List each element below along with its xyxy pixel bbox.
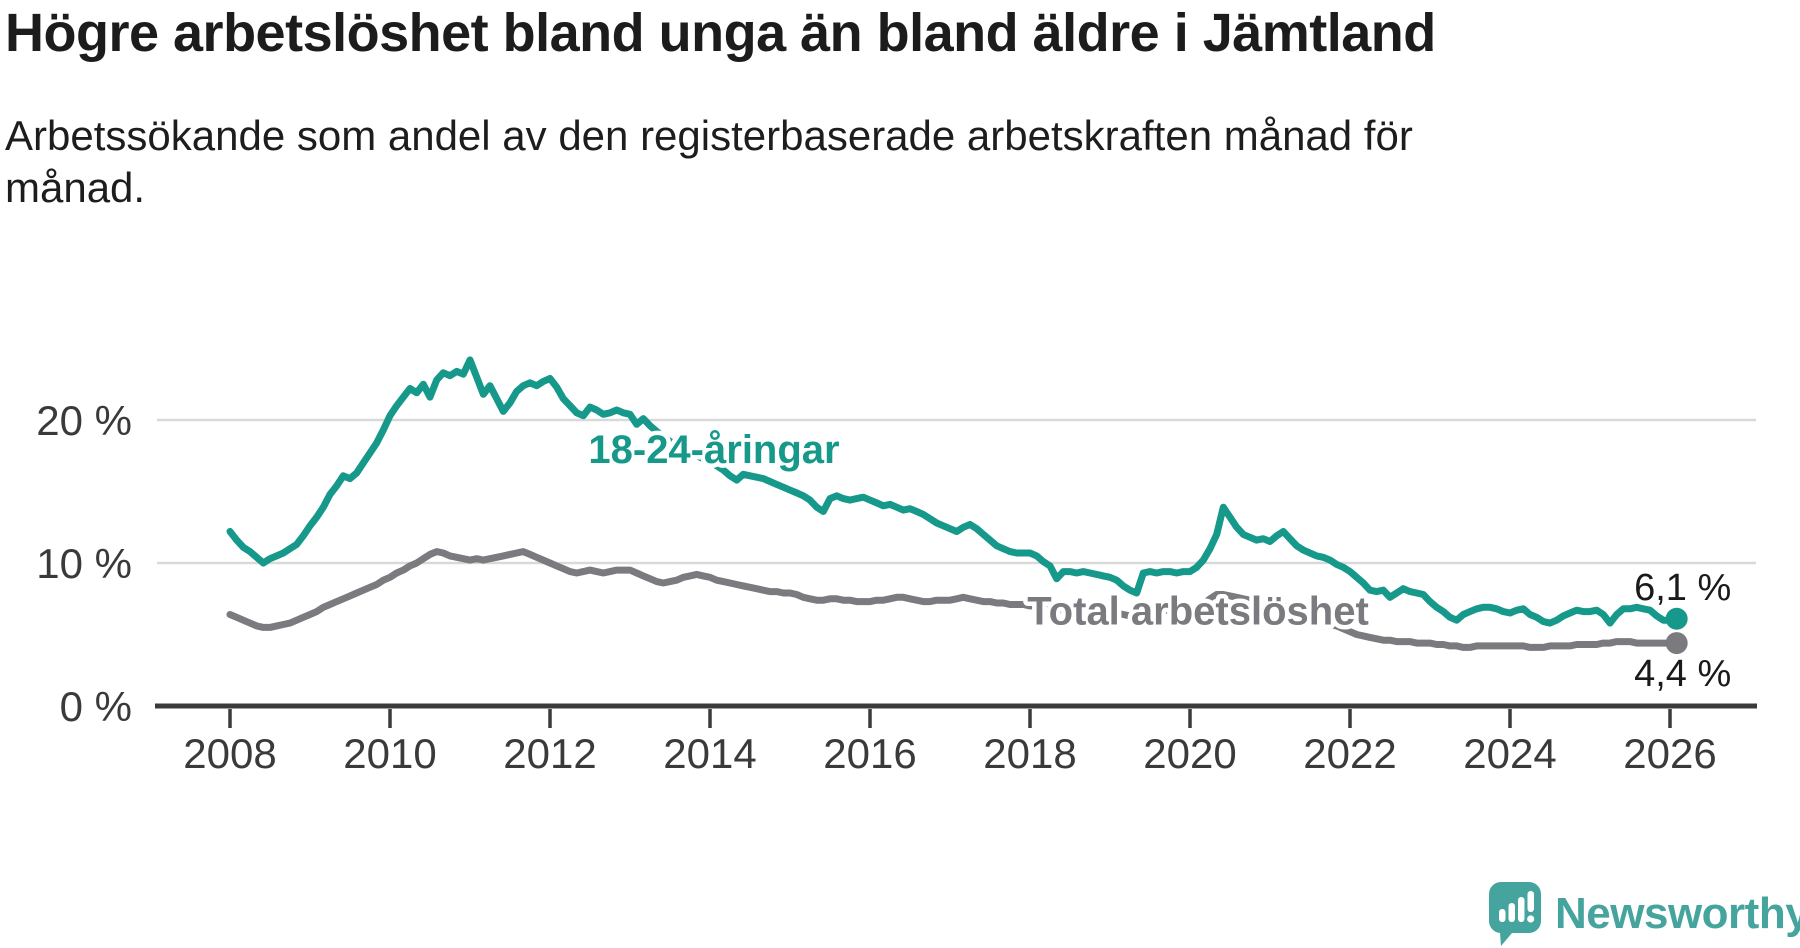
logo-exclamation-dot xyxy=(1527,915,1535,923)
series-end-dot-1 xyxy=(1665,632,1688,655)
series-label-1: Total arbetslöshet xyxy=(1027,589,1369,633)
y-tick-label-0: 0 % xyxy=(60,683,132,730)
x-tick-label-2018: 2018 xyxy=(983,730,1076,777)
newsworthy-logo-icon xyxy=(1489,882,1541,946)
logo-bar-3 xyxy=(1518,897,1525,922)
x-tick-label-2010: 2010 xyxy=(343,730,436,777)
series-line-0 xyxy=(226,356,1681,627)
x-tick-label-2026: 2026 xyxy=(1623,730,1716,777)
logo-exclamation-bar xyxy=(1527,891,1534,912)
x-tick-label-2012: 2012 xyxy=(503,730,596,777)
series-end-value-1: 4,4 % xyxy=(1634,653,1731,695)
chart-subtitle: Arbetssökande som andel av den registerb… xyxy=(5,112,1413,211)
x-tick-label-2020: 2020 xyxy=(1143,730,1236,777)
y-tick-label-10: 10 % xyxy=(36,540,132,587)
logo-bar-1 xyxy=(1499,909,1506,922)
newsworthy-logo-text: Newsworthy xyxy=(1555,889,1800,938)
series-end-dot-0 xyxy=(1665,607,1688,630)
series-line-1 xyxy=(226,548,1681,651)
x-tick-label-2014: 2014 xyxy=(663,730,756,777)
x-tick-label-2022: 2022 xyxy=(1303,730,1396,777)
series-label-0: 18-24-åringar xyxy=(588,428,839,472)
newsworthy-branding: Newsworthy xyxy=(1489,882,1800,946)
x-tick-label-2024: 2024 xyxy=(1463,730,1556,777)
chart-title: Högre arbetslöshet bland unga än bland ä… xyxy=(5,3,1436,63)
x-tick-label-2016: 2016 xyxy=(823,730,916,777)
y-tick-label-20: 20 % xyxy=(36,397,132,444)
logo-bar-2 xyxy=(1508,903,1515,922)
series-end-value-0: 6,1 % xyxy=(1634,567,1731,609)
x-tick-label-2008: 2008 xyxy=(183,730,276,777)
